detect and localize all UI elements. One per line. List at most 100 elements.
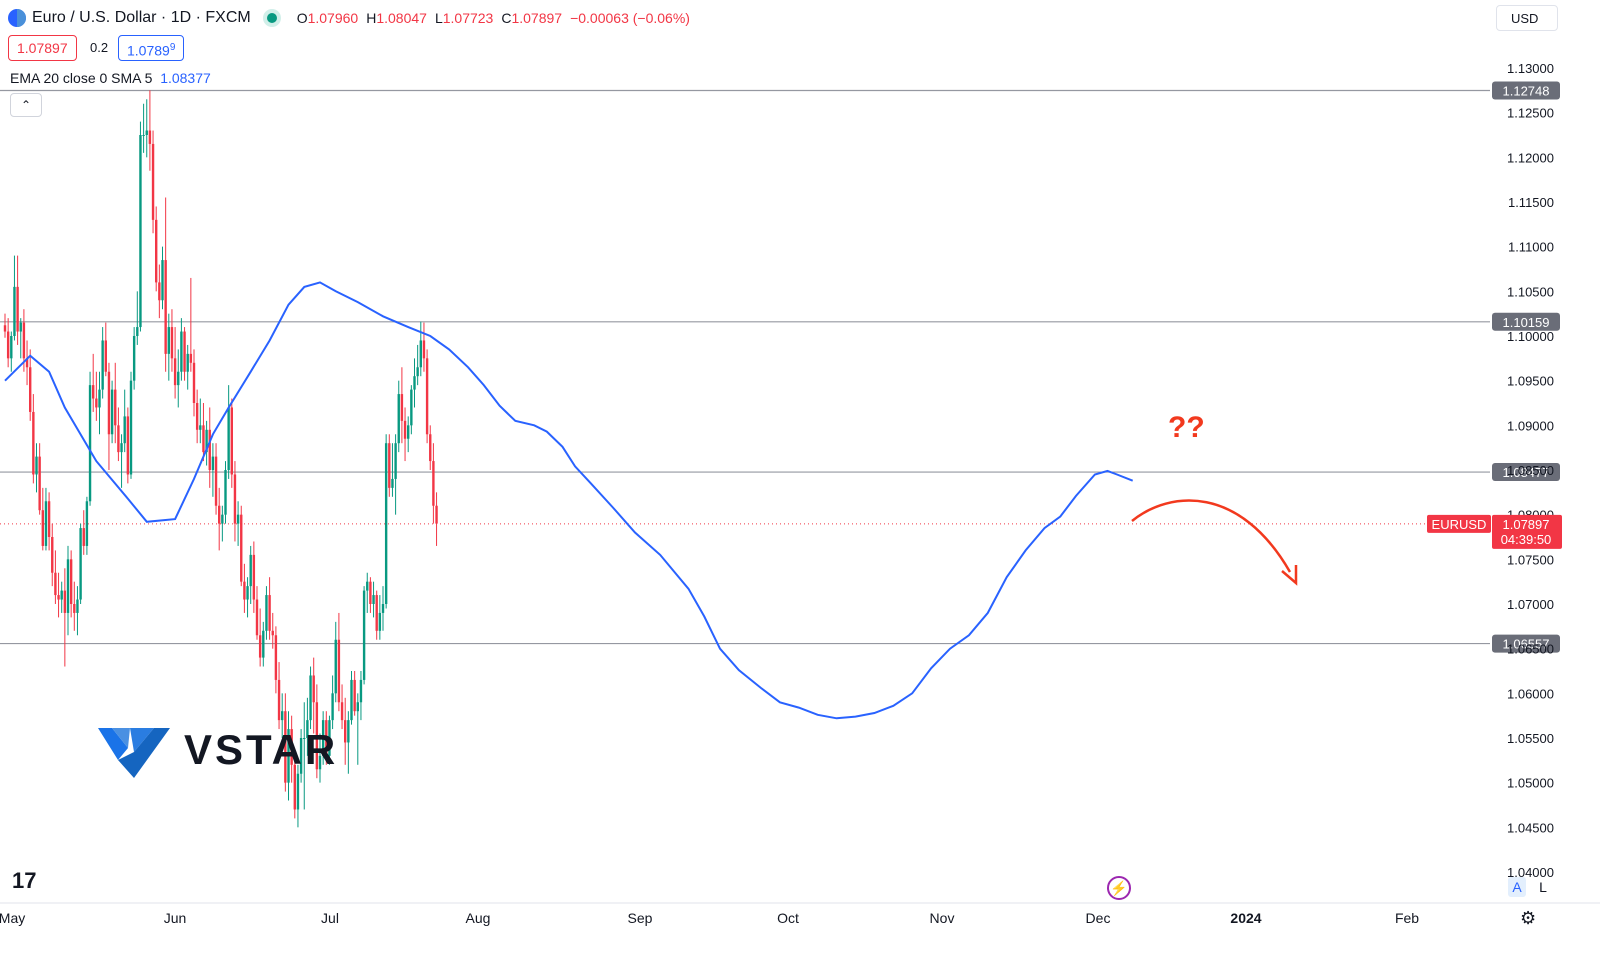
candle-body <box>167 327 170 354</box>
log-scale-button[interactable]: L <box>1539 879 1547 895</box>
candle-body <box>347 720 350 743</box>
candle-body <box>123 416 126 444</box>
x-tick-label: May <box>0 910 25 926</box>
candle <box>6 318 10 368</box>
candle-body <box>151 143 155 220</box>
candle <box>362 586 366 685</box>
candle-body <box>268 595 271 631</box>
candle <box>110 380 114 444</box>
candle-body <box>3 325 7 332</box>
candle-body <box>287 729 290 783</box>
candle <box>104 322 107 377</box>
candle-body <box>173 358 177 386</box>
candle <box>435 492 438 546</box>
candle <box>57 572 60 618</box>
ohlc-open: O1.07960 <box>296 10 359 26</box>
candle <box>41 487 44 551</box>
candle <box>394 434 397 515</box>
candle-body <box>318 755 322 770</box>
candle-body <box>265 595 268 631</box>
y-tick-label: 1.09500 <box>1507 374 1554 389</box>
candle-body <box>6 331 10 359</box>
candle-body <box>281 711 284 721</box>
candle-body <box>384 443 388 604</box>
candle-body <box>66 559 70 613</box>
candle <box>309 666 312 730</box>
candle-body <box>44 501 48 546</box>
candle <box>158 264 161 319</box>
candle <box>403 407 407 462</box>
candle <box>290 715 293 783</box>
candle-body <box>60 590 63 600</box>
candle <box>177 349 180 408</box>
candle <box>391 443 394 497</box>
candle-body <box>139 135 142 328</box>
candle-body <box>155 219 158 283</box>
x-tick-label: Feb <box>1395 910 1419 926</box>
candle <box>366 572 369 613</box>
candle <box>252 541 256 613</box>
candle-body <box>403 420 407 439</box>
candle-body <box>54 572 57 596</box>
price-axis[interactable]: 1.12748 1.10159 1.08477 1.06557 1.13000 1.125… <box>1427 61 1562 880</box>
candle-body <box>47 501 51 537</box>
candle <box>129 371 133 479</box>
candle-body <box>183 331 186 372</box>
candle <box>189 277 193 372</box>
collapse-button[interactable]: ⌃ <box>10 93 42 117</box>
candle <box>227 385 230 479</box>
candle-body <box>321 720 325 756</box>
buy-button[interactable]: 1.07899 <box>118 35 185 61</box>
question-annotation: ?? <box>1168 411 1205 444</box>
candle <box>350 671 353 725</box>
candle <box>192 349 196 417</box>
level-tag <box>1492 81 1560 100</box>
ema-indicator-legend[interactable]: EMA 20 close 0 SMA 5 1.08377 <box>10 70 211 86</box>
lightning-icon[interactable]: ⚡ <box>1107 876 1131 900</box>
candle <box>312 657 315 734</box>
candle <box>356 693 359 765</box>
level-tag <box>1492 634 1560 653</box>
x-tick-label: 2024 <box>1230 910 1261 926</box>
gear-icon[interactable]: ⚙ <box>1520 908 1537 928</box>
candle <box>268 577 271 640</box>
candle-body <box>180 331 183 372</box>
candle <box>243 563 246 613</box>
candle <box>66 545 70 636</box>
candle-body <box>388 443 391 488</box>
candle-body <box>221 514 224 524</box>
candle-body <box>199 425 202 430</box>
candle-body <box>32 411 35 475</box>
candle-body <box>429 434 432 462</box>
x-tick-label: Nov <box>930 910 955 926</box>
candle-body <box>189 353 193 363</box>
candle <box>183 327 186 381</box>
candle-body <box>73 604 76 613</box>
candle-body <box>315 702 319 770</box>
auto-scale-button[interactable]: A <box>1508 877 1526 897</box>
candle-body <box>400 394 404 421</box>
candle <box>240 505 243 587</box>
candle-body <box>148 130 152 144</box>
symbol-title[interactable]: Euro / U.S. Dollar · 1D · FXCM <box>32 9 251 26</box>
candle <box>287 711 290 801</box>
candle <box>293 755 296 819</box>
y-tick-label: 1.10500 <box>1507 284 1554 299</box>
candle <box>88 371 92 506</box>
candle <box>340 684 344 730</box>
candle <box>353 671 356 716</box>
candle <box>299 729 303 783</box>
candle <box>397 380 400 453</box>
candle-body <box>249 554 252 587</box>
candle <box>407 416 410 453</box>
sell-button[interactable]: 1.07897 <box>8 35 77 61</box>
candle <box>82 510 85 555</box>
candle-body <box>218 505 221 524</box>
time-axis[interactable]: May Jun Jul Aug Sep Oct Nov Dec 2024 Feb <box>0 902 1600 926</box>
currency-selector[interactable]: USD <box>1496 5 1558 31</box>
candle-body <box>25 358 29 368</box>
tradingview-logo[interactable]: 17 <box>12 868 37 893</box>
candle-body <box>186 353 189 372</box>
candle <box>51 523 54 587</box>
